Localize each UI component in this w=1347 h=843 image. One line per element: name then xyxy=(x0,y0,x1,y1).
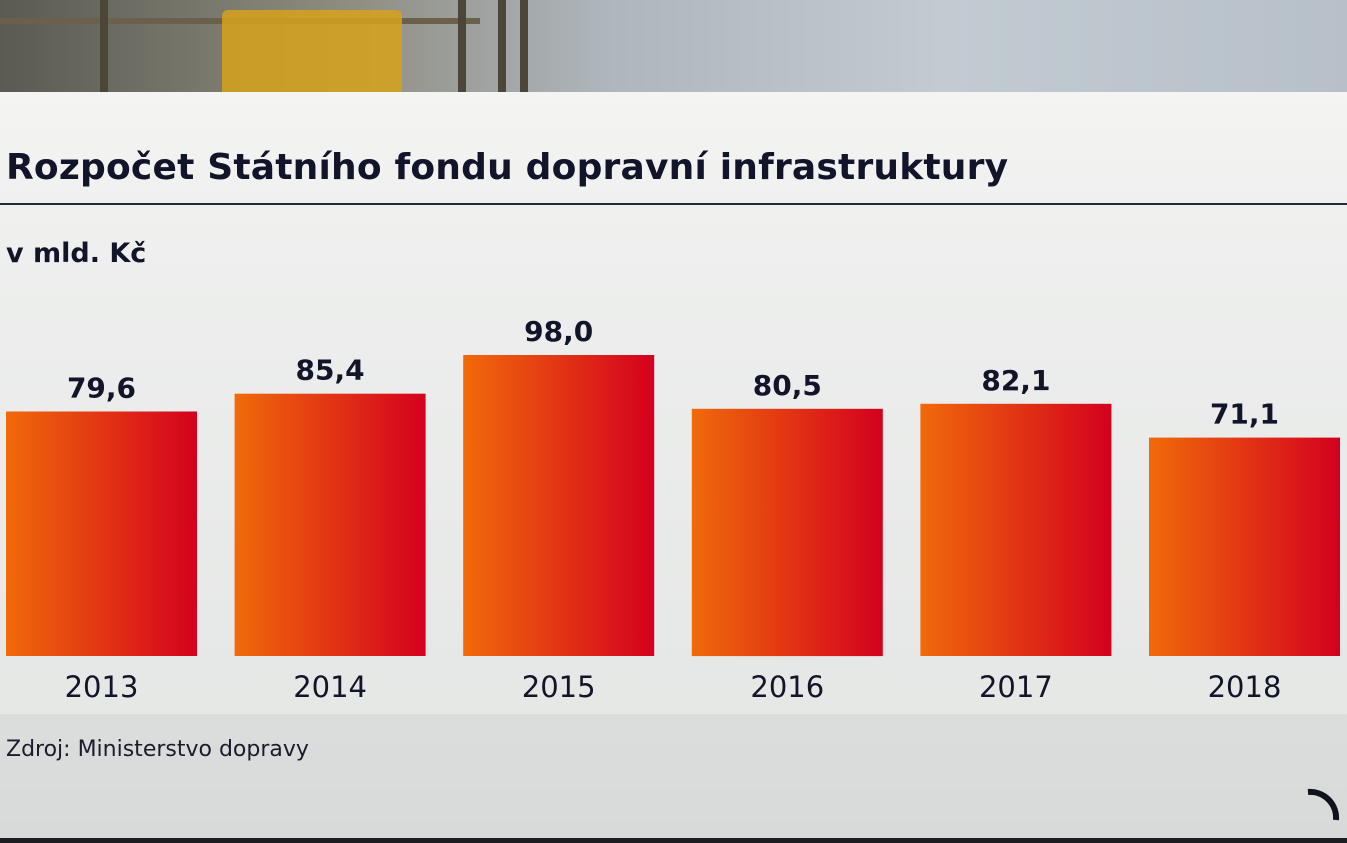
scaffold-post xyxy=(458,0,466,92)
bar-2017 xyxy=(920,403,1112,656)
bottom-bar xyxy=(0,838,1347,843)
chart-title: Rozpočet Státního fondu dopravní infrast… xyxy=(6,147,1009,188)
x-tick-label-2013: 2013 xyxy=(65,670,139,704)
x-tick-label-2014: 2014 xyxy=(293,670,367,704)
bar-2014 xyxy=(234,393,426,656)
footer-band xyxy=(0,714,1347,838)
unit-label: v mld. Kč xyxy=(6,238,147,269)
value-label-2013: 79,6 xyxy=(67,372,136,405)
value-label-2017: 82,1 xyxy=(981,364,1050,397)
chart-panel xyxy=(0,92,1347,838)
source-note: Zdroj: Ministerstvo dopravy xyxy=(6,737,309,762)
bar-2016 xyxy=(691,408,883,657)
scaffold-post xyxy=(520,0,528,92)
scaffold-post xyxy=(498,0,506,92)
bar-2018 xyxy=(1149,437,1340,656)
bar-2015 xyxy=(463,355,655,656)
value-label-2016: 80,5 xyxy=(753,369,822,402)
value-label-2018: 71,1 xyxy=(1210,398,1279,431)
construction-machine xyxy=(222,10,402,92)
scaffold-post xyxy=(100,0,108,92)
broadcaster-logo-icon xyxy=(1307,788,1340,821)
value-label-2015: 98,0 xyxy=(524,315,593,348)
title-divider xyxy=(0,203,1347,205)
value-label-2014: 85,4 xyxy=(296,354,365,387)
x-tick-label-2017: 2017 xyxy=(979,670,1053,704)
x-tick-label-2018: 2018 xyxy=(1208,670,1282,704)
x-tick-label-2015: 2015 xyxy=(522,670,596,704)
x-tick-label-2016: 2016 xyxy=(750,670,824,704)
bar-2013 xyxy=(6,411,197,656)
